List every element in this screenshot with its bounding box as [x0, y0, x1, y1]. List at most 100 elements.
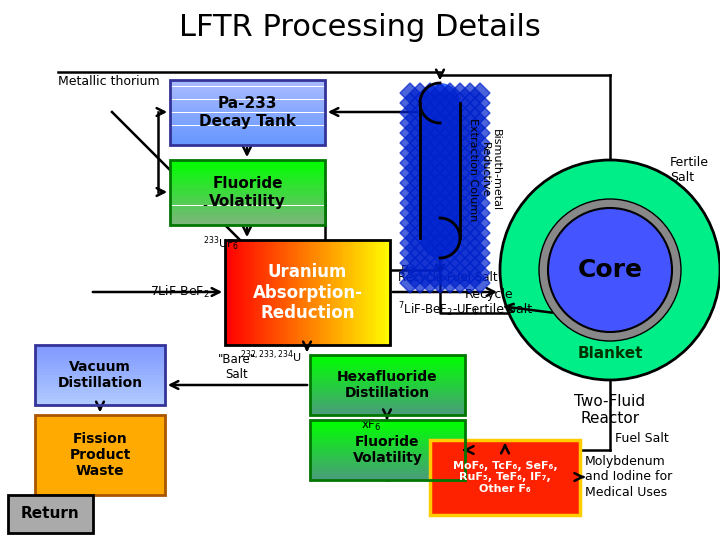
- Bar: [310, 367, 465, 370]
- Polygon shape: [420, 253, 440, 273]
- Text: Pa-233
Decay Tank: Pa-233 Decay Tank: [199, 96, 296, 129]
- Text: Fertile
Salt: Fertile Salt: [670, 156, 709, 184]
- Bar: [170, 219, 325, 221]
- Bar: [310, 400, 465, 403]
- Bar: [170, 199, 325, 201]
- Text: MoF₆, TcF₆, SeF₆,
RuF₅, TeF₆, IF₇,
Other F₆: MoF₆, TcF₆, SeF₆, RuF₅, TeF₆, IF₇, Other…: [453, 461, 557, 494]
- Text: Molybdenum
and Iodine for
Medical Uses: Molybdenum and Iodine for Medical Uses: [585, 456, 672, 498]
- Bar: [269, 240, 271, 345]
- Bar: [338, 240, 341, 345]
- Polygon shape: [470, 253, 490, 273]
- Polygon shape: [460, 223, 480, 243]
- Bar: [170, 119, 325, 121]
- Bar: [170, 110, 325, 112]
- Bar: [332, 240, 335, 345]
- Polygon shape: [460, 173, 480, 193]
- Polygon shape: [450, 253, 470, 273]
- Bar: [170, 194, 325, 197]
- Text: Fluoride
Volatility: Fluoride Volatility: [353, 435, 423, 465]
- Polygon shape: [470, 93, 490, 113]
- Circle shape: [539, 199, 681, 341]
- Bar: [368, 240, 371, 345]
- Polygon shape: [450, 143, 470, 163]
- Bar: [35, 402, 165, 405]
- Bar: [170, 130, 325, 132]
- Polygon shape: [420, 243, 440, 263]
- Polygon shape: [460, 163, 480, 183]
- Bar: [310, 358, 465, 361]
- Bar: [35, 345, 165, 348]
- Polygon shape: [420, 223, 440, 243]
- Bar: [170, 166, 325, 168]
- Bar: [170, 80, 325, 145]
- Polygon shape: [430, 233, 450, 253]
- Bar: [266, 240, 269, 345]
- Polygon shape: [420, 173, 440, 193]
- Polygon shape: [400, 233, 420, 253]
- Polygon shape: [470, 273, 490, 293]
- Polygon shape: [450, 263, 470, 283]
- Bar: [35, 348, 165, 351]
- Polygon shape: [420, 193, 440, 213]
- Circle shape: [420, 83, 460, 123]
- Bar: [170, 175, 325, 177]
- Polygon shape: [440, 83, 460, 103]
- Bar: [170, 221, 325, 223]
- Polygon shape: [400, 113, 420, 133]
- Polygon shape: [410, 243, 430, 263]
- Polygon shape: [410, 223, 430, 243]
- Bar: [170, 223, 325, 225]
- Bar: [316, 240, 318, 345]
- Bar: [170, 95, 325, 97]
- Polygon shape: [420, 273, 440, 293]
- Bar: [35, 384, 165, 387]
- Polygon shape: [430, 123, 450, 143]
- Bar: [170, 99, 325, 102]
- Bar: [170, 164, 325, 166]
- Bar: [35, 345, 165, 405]
- Polygon shape: [400, 143, 420, 163]
- Bar: [324, 240, 327, 345]
- Bar: [170, 84, 325, 86]
- Bar: [420, 103, 460, 238]
- Bar: [351, 240, 354, 345]
- Polygon shape: [400, 183, 420, 203]
- Bar: [8, 495, 93, 533]
- Polygon shape: [460, 93, 480, 113]
- Bar: [327, 240, 330, 345]
- Text: Fission
Product
Waste: Fission Product Waste: [69, 432, 131, 478]
- Bar: [321, 240, 324, 345]
- Bar: [277, 240, 280, 345]
- Bar: [310, 394, 465, 397]
- Polygon shape: [430, 253, 450, 273]
- Bar: [384, 240, 387, 345]
- Polygon shape: [460, 253, 480, 273]
- Polygon shape: [440, 223, 460, 243]
- Bar: [305, 240, 307, 345]
- Bar: [371, 240, 374, 345]
- Polygon shape: [410, 203, 430, 223]
- Circle shape: [420, 218, 460, 258]
- Polygon shape: [400, 263, 420, 283]
- Bar: [430, 440, 580, 515]
- Polygon shape: [450, 193, 470, 213]
- Text: $^{232,233,234}$U: $^{232,233,234}$U: [240, 348, 302, 364]
- Bar: [288, 240, 291, 345]
- Bar: [170, 171, 325, 173]
- Bar: [170, 91, 325, 93]
- Polygon shape: [430, 83, 450, 103]
- Bar: [35, 366, 165, 369]
- Bar: [310, 373, 465, 376]
- Bar: [310, 370, 465, 373]
- Polygon shape: [430, 173, 450, 193]
- Polygon shape: [440, 123, 460, 143]
- Bar: [35, 360, 165, 363]
- Bar: [35, 390, 165, 393]
- Bar: [348, 240, 351, 345]
- Polygon shape: [400, 203, 420, 223]
- Bar: [170, 168, 325, 171]
- Polygon shape: [400, 103, 420, 123]
- Bar: [374, 240, 377, 345]
- Polygon shape: [420, 233, 440, 253]
- Bar: [230, 240, 233, 345]
